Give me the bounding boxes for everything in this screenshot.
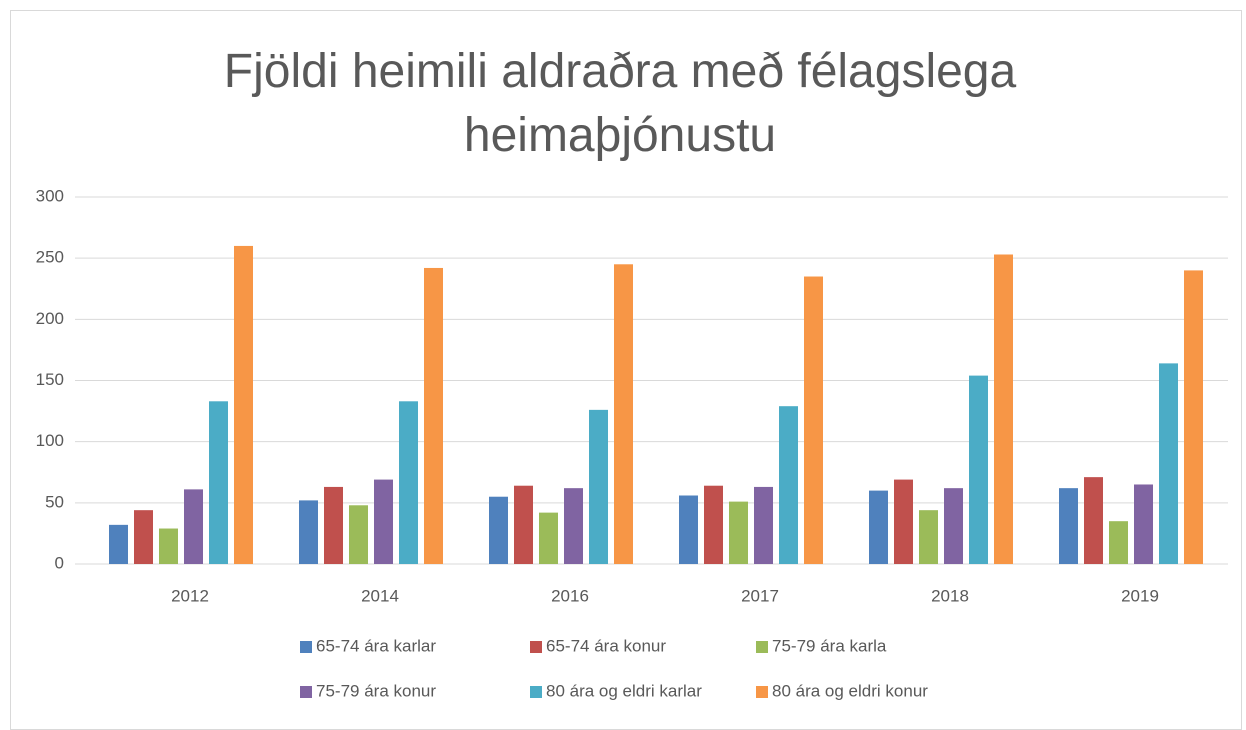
bar (399, 401, 418, 564)
bar (539, 512, 558, 564)
x-tick-label: 2012 (171, 586, 209, 605)
bar (869, 490, 888, 564)
bar (159, 528, 178, 564)
y-tick-label: 50 (45, 492, 64, 511)
bar (489, 496, 508, 564)
bar (994, 254, 1013, 564)
bar (1184, 270, 1203, 564)
bar (679, 495, 698, 564)
x-tick-label: 2019 (1121, 586, 1159, 605)
bar (704, 485, 723, 564)
y-tick-label: 150 (36, 370, 64, 389)
bar (234, 245, 253, 564)
bar (299, 500, 318, 564)
legend-swatch (756, 686, 768, 698)
legend-label: 75-79 ára konur (316, 681, 436, 700)
bar (894, 479, 913, 564)
bar (944, 488, 963, 564)
bar (614, 264, 633, 564)
legend-swatch (530, 641, 542, 653)
legend-swatch (300, 686, 312, 698)
legend-swatch (756, 641, 768, 653)
legend-label: 65-74 ára karlar (316, 636, 436, 655)
y-tick-label: 100 (36, 431, 64, 450)
legend-label: 80 ára og eldri karlar (546, 681, 702, 700)
y-tick-label: 0 (55, 553, 64, 572)
bar (349, 505, 368, 564)
legend-swatch (300, 641, 312, 653)
bar (1134, 484, 1153, 564)
bar (374, 479, 393, 564)
bar (109, 524, 128, 564)
bar (754, 486, 773, 564)
legend-swatch (530, 686, 542, 698)
x-tick-label: 2018 (931, 586, 969, 605)
chart-title: Fjöldi heimili aldraðra með félagslega h… (223, 45, 1017, 162)
bar (804, 276, 823, 564)
bar (1109, 521, 1128, 564)
y-tick-label: 200 (36, 309, 64, 328)
bar (134, 510, 153, 564)
bar (424, 267, 443, 564)
bar (324, 486, 343, 564)
bar (779, 406, 798, 564)
bar (514, 485, 533, 564)
bar (564, 488, 583, 564)
legend-label: 80 ára og eldri konur (772, 681, 928, 700)
legend-label: 75-79 ára karla (772, 636, 887, 655)
bar (209, 401, 228, 564)
bar (1084, 477, 1103, 564)
y-tick-label: 250 (36, 248, 64, 267)
bar (589, 409, 608, 564)
x-tick-label: 2014 (361, 586, 399, 605)
bar (729, 501, 748, 564)
bar (184, 489, 203, 564)
x-tick-label: 2017 (741, 586, 779, 605)
bar (1059, 488, 1078, 564)
bar (919, 510, 938, 564)
x-tick-label: 2016 (551, 586, 589, 605)
bar (969, 375, 988, 564)
bar (1159, 363, 1178, 564)
legend-label: 65-74 ára konur (546, 636, 666, 655)
y-tick-label: 300 (36, 186, 64, 205)
